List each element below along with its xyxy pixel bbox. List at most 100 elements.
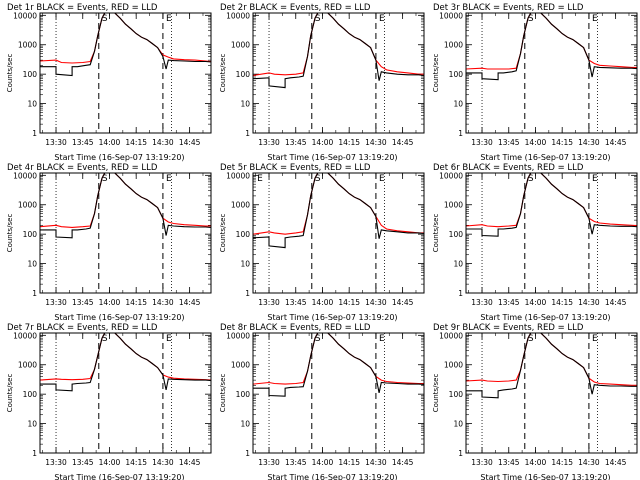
plot-frame: [39, 172, 212, 294]
x-tick-label: 13:30: [258, 298, 280, 307]
y-tick-label: 10: [453, 260, 463, 269]
plot-frame: [252, 172, 425, 294]
y-tick-label: 10: [240, 420, 250, 429]
interval-marker-label: S: [528, 334, 534, 344]
panel-det-1r: Det 1r BLACK = Events, RED = LLD Counts/s…: [6, 3, 212, 162]
x-tick-label: 13:30: [45, 458, 67, 467]
panel-det-5r: Det 5r BLACK = Events, RED = LLD Counts/s…: [219, 163, 425, 322]
panel-det-4r: Det 4r BLACK = Events, RED = LLD Counts/s…: [6, 163, 212, 322]
y-tick-label: 1000: [231, 201, 250, 210]
y-tick-label: 1000: [18, 41, 37, 50]
x-tick-label: 14:45: [179, 298, 201, 307]
x-tick-label: 14:45: [392, 138, 414, 147]
x-tick-label: 14:30: [152, 298, 174, 307]
y-axis-label: Counts/sec: [219, 54, 227, 93]
x-axis-label: Start Time (16-Sep-07 13:19:20): [480, 153, 610, 162]
x-tick-label: 13:45: [498, 138, 520, 147]
x-tick-label: 13:30: [45, 138, 67, 147]
events-series-line: [253, 333, 424, 397]
panel-det-8r: Det 8r BLACK = Events, RED = LLD Counts/s…: [219, 323, 425, 480]
x-axis-label: Start Time (16-Sep-07 13:19:20): [54, 473, 184, 480]
panel-title: Det 4r BLACK = Events, RED = LLD: [7, 163, 158, 173]
x-tick-label: 14:30: [365, 458, 387, 467]
lld-series-line: [40, 333, 211, 381]
events-series-line: [466, 13, 637, 81]
x-tick-label: 14:30: [578, 138, 600, 147]
events-series-line: [40, 173, 211, 239]
x-tick-label: 14:45: [392, 298, 414, 307]
plot-frame: [252, 12, 425, 134]
interval-marker-label: S: [102, 14, 108, 24]
interval-marker-label: S: [315, 174, 321, 184]
y-tick-label: 100: [236, 390, 251, 399]
panel-title: Det 7r BLACK = Events, RED = LLD: [7, 323, 158, 333]
y-axis-label: Counts/sec: [6, 374, 14, 413]
lld-series-line: [253, 333, 424, 385]
x-tick-label: 13:45: [285, 138, 307, 147]
x-tick-label: 14:15: [125, 138, 147, 147]
panel-title: Det 8r BLACK = Events, RED = LLD: [220, 323, 371, 333]
panel-title: Det 3r BLACK = Events, RED = LLD: [433, 3, 584, 13]
y-tick-label: 10000: [13, 331, 37, 340]
x-tick-label: 13:30: [258, 458, 280, 467]
x-tick-label: 14:00: [525, 138, 547, 147]
plot-frame: [465, 172, 638, 294]
panel-title: Det 1r BLACK = Events, RED = LLD: [7, 3, 158, 13]
x-tick-label: 13:45: [498, 298, 520, 307]
events-series-line: [40, 13, 211, 77]
y-axis-label: Counts/sec: [219, 374, 227, 413]
x-tick-label: 13:30: [471, 298, 493, 307]
y-axis-label: Counts/sec: [432, 374, 440, 413]
y-axis-label: Counts/sec: [432, 214, 440, 253]
x-tick-label: 14:30: [152, 458, 174, 467]
x-tick-label: 13:30: [471, 138, 493, 147]
y-tick-label: 10000: [439, 331, 463, 340]
y-tick-label: 10000: [13, 171, 37, 180]
y-tick-label: 10: [240, 100, 250, 109]
events-series-line: [466, 333, 637, 399]
lld-series-line: [40, 173, 211, 228]
y-tick-label: 1000: [444, 201, 463, 210]
y-tick-label: 100: [236, 70, 251, 79]
x-tick-label: 14:30: [578, 298, 600, 307]
y-tick-label: 100: [23, 70, 38, 79]
y-tick-label: 1: [458, 289, 463, 298]
y-tick-label: 100: [449, 390, 464, 399]
lld-series-line: [253, 13, 424, 77]
x-axis-label: Start Time (16-Sep-07 13:19:20): [267, 313, 397, 322]
plot-frame: [39, 332, 212, 454]
y-tick-label: 1: [32, 289, 37, 298]
interval-marker-label: E: [592, 174, 598, 184]
x-tick-label: 14:00: [99, 298, 121, 307]
y-tick-label: 10: [240, 260, 250, 269]
y-tick-label: 1: [32, 449, 37, 458]
interval-marker-label: E: [592, 334, 598, 344]
plot-frame: [252, 332, 425, 454]
x-tick-label: 14:30: [578, 458, 600, 467]
interval-marker-label: S: [528, 14, 534, 24]
x-tick-label: 14:30: [365, 298, 387, 307]
interval-marker-label: S: [102, 334, 108, 344]
interval-marker-label: E: [592, 14, 598, 24]
x-tick-label: 13:45: [72, 298, 94, 307]
interval-marker-label: E: [166, 174, 172, 184]
interval-marker-label: E: [379, 174, 385, 184]
plot-frame: [465, 332, 638, 454]
x-tick-label: 14:45: [179, 138, 201, 147]
y-tick-label: 1: [32, 129, 37, 138]
interval-marker-label: E: [257, 174, 263, 184]
x-tick-label: 13:30: [45, 298, 67, 307]
plot-frame: [39, 12, 212, 134]
y-tick-label: 1000: [231, 41, 250, 50]
panel-det-6r: Det 6r BLACK = Events, RED = LLD Counts/s…: [432, 163, 638, 322]
interval-marker-label: S: [315, 334, 321, 344]
y-tick-label: 1000: [231, 361, 250, 370]
events-series-line: [40, 333, 211, 392]
y-tick-label: 100: [236, 230, 251, 239]
interval-marker-label: S: [315, 14, 321, 24]
x-tick-label: 14:45: [605, 298, 627, 307]
panel-det-7r: Det 7r BLACK = Events, RED = LLD Counts/s…: [6, 323, 212, 480]
x-tick-label: 14:15: [338, 458, 360, 467]
x-axis-label: Start Time (16-Sep-07 13:19:20): [480, 473, 610, 480]
